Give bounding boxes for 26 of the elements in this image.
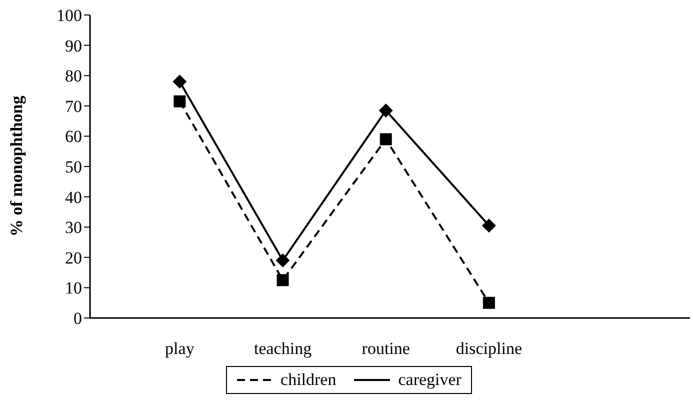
y-tick-label: 90: [65, 36, 82, 56]
point: [380, 133, 392, 146]
y-tick-label: 50: [65, 158, 82, 177]
y-tick-label: 40: [65, 188, 82, 207]
x-tick-label: discipline: [456, 339, 522, 358]
point: [482, 218, 496, 233]
point: [172, 74, 187, 89]
y-tick-label: 30: [65, 218, 82, 238]
y-axis-title: % of monophthong: [7, 95, 26, 236]
point: [276, 274, 289, 286]
y-tick-label: 0: [74, 309, 82, 328]
y-tick-label: 10: [65, 278, 82, 298]
x-tick-label: play: [165, 339, 195, 358]
y-tick-label: 100: [56, 6, 82, 26]
y-tick-label: 60: [65, 127, 82, 146]
point: [276, 253, 290, 268]
point: [174, 95, 186, 108]
y-tick-label: 20: [65, 248, 82, 268]
x-tick-label: routine: [362, 339, 410, 358]
point: [482, 296, 495, 309]
x-tick-label: teaching: [254, 339, 312, 358]
y-tick-label: 70: [65, 96, 82, 116]
legend-label: caregiver: [398, 370, 462, 390]
point: [378, 103, 393, 118]
y-tick-label: 80: [65, 66, 82, 86]
legend-label: children: [280, 370, 336, 390]
